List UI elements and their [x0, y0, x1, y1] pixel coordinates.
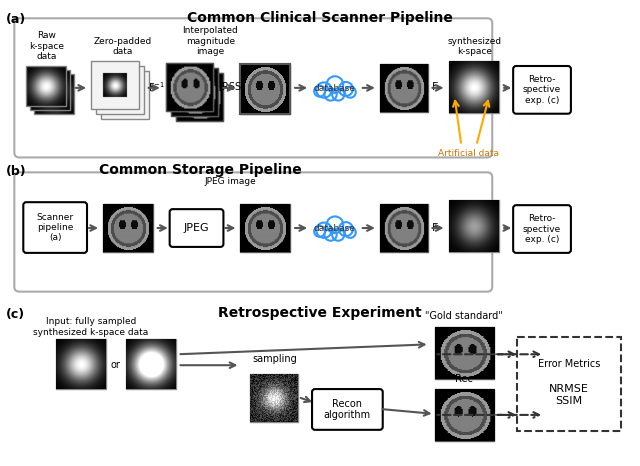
Circle shape: [326, 216, 343, 233]
Text: JPEG: JPEG: [184, 223, 209, 233]
Circle shape: [345, 227, 356, 238]
Text: JPEG image: JPEG image: [205, 178, 256, 186]
Bar: [435, 328, 494, 379]
Bar: [380, 64, 428, 112]
Bar: [166, 63, 214, 111]
Circle shape: [324, 228, 337, 241]
Text: F: F: [431, 82, 438, 92]
Circle shape: [326, 76, 343, 93]
Text: synthesized
k-space: synthesized k-space: [447, 37, 501, 56]
Text: Common Storage Pipeline: Common Storage Pipeline: [99, 164, 302, 178]
Text: Retro-
spective
exp. (c): Retro- spective exp. (c): [523, 214, 561, 244]
FancyBboxPatch shape: [170, 209, 223, 247]
Bar: [241, 64, 290, 114]
Bar: [103, 204, 153, 252]
FancyBboxPatch shape: [513, 205, 571, 253]
FancyBboxPatch shape: [14, 18, 492, 158]
Bar: [26, 66, 66, 106]
Bar: [166, 63, 214, 111]
Text: F$^{-1}$: F$^{-1}$: [148, 80, 164, 94]
Text: (c): (c): [6, 308, 26, 321]
Text: Input: fully sampled
synthesized k-space data: Input: fully sampled synthesized k-space…: [33, 317, 148, 337]
Text: Zero-padded
data: Zero-padded data: [93, 37, 152, 56]
Circle shape: [324, 89, 337, 101]
Circle shape: [332, 89, 344, 101]
Text: RSS: RSS: [223, 82, 241, 92]
FancyBboxPatch shape: [517, 337, 621, 431]
Circle shape: [314, 86, 325, 96]
Text: database: database: [314, 84, 356, 93]
Bar: [241, 204, 290, 252]
Bar: [175, 73, 223, 121]
FancyBboxPatch shape: [14, 172, 492, 292]
Text: Artificial data: Artificial data: [438, 149, 499, 158]
Text: (b): (b): [6, 165, 27, 178]
Text: Error Metrics: Error Metrics: [538, 359, 600, 369]
Bar: [91, 61, 139, 109]
Text: database: database: [314, 224, 356, 233]
Text: Recon
algorithm: Recon algorithm: [324, 398, 371, 420]
Text: Raw
k-space
data: Raw k-space data: [29, 31, 64, 61]
Bar: [175, 73, 223, 121]
Text: Retrospective Experiment: Retrospective Experiment: [218, 306, 422, 320]
Text: sampling: sampling: [253, 354, 298, 364]
Bar: [449, 61, 499, 113]
Bar: [380, 204, 428, 252]
Text: NRMSE
SSIM: NRMSE SSIM: [549, 384, 589, 406]
Bar: [435, 389, 494, 441]
Text: Interpolated
magnitude
image: Interpolated magnitude image: [182, 26, 238, 56]
Circle shape: [339, 82, 353, 96]
Text: (a): (a): [6, 14, 27, 26]
Bar: [56, 339, 106, 389]
Circle shape: [314, 226, 325, 237]
FancyBboxPatch shape: [513, 66, 571, 114]
Bar: [126, 339, 175, 389]
Bar: [250, 374, 298, 422]
Circle shape: [316, 223, 332, 238]
Bar: [35, 74, 74, 114]
Text: or: or: [111, 360, 121, 370]
Circle shape: [339, 222, 353, 236]
Text: Scanner
pipeline
(a): Scanner pipeline (a): [36, 212, 74, 242]
Text: Rec: Rec: [456, 374, 474, 384]
Circle shape: [316, 82, 332, 98]
Bar: [30, 70, 70, 110]
Bar: [241, 64, 290, 114]
Text: Common Clinical Scanner Pipeline: Common Clinical Scanner Pipeline: [187, 11, 453, 25]
Text: "Gold standard": "Gold standard": [426, 311, 503, 322]
Bar: [101, 71, 148, 119]
Bar: [96, 66, 144, 114]
Bar: [171, 68, 218, 116]
Circle shape: [345, 87, 356, 98]
Bar: [449, 200, 499, 252]
FancyBboxPatch shape: [312, 389, 383, 430]
Text: Retro-
spective
exp. (c): Retro- spective exp. (c): [523, 75, 561, 105]
Circle shape: [332, 228, 344, 241]
Text: F: F: [431, 223, 438, 233]
Bar: [241, 64, 290, 114]
FancyBboxPatch shape: [23, 202, 87, 253]
Bar: [171, 68, 218, 116]
